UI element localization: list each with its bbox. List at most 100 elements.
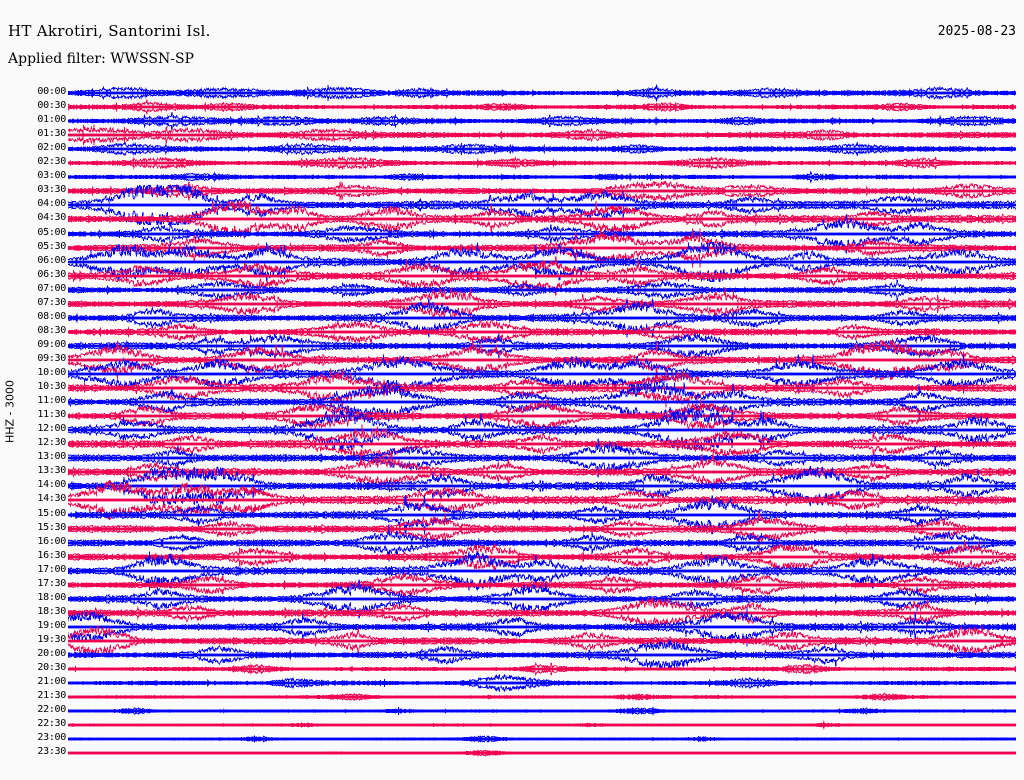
seismogram-plot: 00:00 00:30 01:00 01:30 02:00 02:30 03:00 03:30… xyxy=(0,78,1024,778)
trace-time-label: 19:30 xyxy=(37,633,66,645)
trace-waveform xyxy=(68,410,1016,451)
trace-row: 19:00 xyxy=(0,607,1024,647)
trace-row: 18:30 xyxy=(0,597,1024,629)
trace-waveform xyxy=(68,170,1016,184)
trace-row: 21:30 xyxy=(0,690,1024,704)
trace-waveform xyxy=(68,579,1016,619)
trace-waveform xyxy=(68,571,1016,599)
trace-waveform xyxy=(68,466,1016,507)
trace-waveform xyxy=(68,692,1016,702)
trace-time-label: 05:30 xyxy=(37,240,66,252)
trace-waveform xyxy=(68,480,1016,521)
trace-row: 02:00 xyxy=(0,142,1024,157)
trace-time-label: 04:30 xyxy=(37,212,66,224)
trace-waveform xyxy=(68,706,1016,717)
trace-time-label: 14:30 xyxy=(37,493,66,505)
trace-waveform xyxy=(68,597,1016,629)
trace-time-label: 01:00 xyxy=(37,114,66,126)
trace-waveform xyxy=(68,156,1016,171)
trace-row: 14:30 xyxy=(0,480,1024,521)
trace-time-label: 05:00 xyxy=(37,226,66,238)
trace-row: 03:00 xyxy=(0,170,1024,184)
trace-waveform xyxy=(68,424,1016,464)
trace-time-label: 10:00 xyxy=(37,367,66,378)
trace-waveform xyxy=(68,749,1016,757)
trace-time-label: 23:00 xyxy=(37,732,66,744)
trace-row: 13:00 xyxy=(0,438,1024,478)
trace-time-label: 16:00 xyxy=(37,535,66,547)
trace-waveform xyxy=(68,625,1016,657)
trace-row: 00:30 xyxy=(0,99,1024,115)
trace-time-label: 11:00 xyxy=(37,395,66,407)
trace-row: 10:30 xyxy=(0,368,1024,408)
trace-waveform xyxy=(68,720,1016,731)
trace-time-label: 00:30 xyxy=(37,100,66,112)
trace-time-label: 09:30 xyxy=(37,352,66,364)
trace-row: 23:00 xyxy=(0,732,1024,746)
trace-row: 03:30 xyxy=(0,180,1024,202)
trace-waveform xyxy=(68,673,1016,694)
trace-time-label: 12:30 xyxy=(37,437,66,449)
trace-time-label: 13:00 xyxy=(37,451,66,463)
trace-waveform xyxy=(68,510,1016,548)
trace-time-label: 14:00 xyxy=(37,479,66,491)
trace-time-label: 07:00 xyxy=(37,282,66,294)
trace-time-label: 07:30 xyxy=(37,296,66,308)
record-date: 2025-08-23 xyxy=(937,24,1016,39)
trace-row: 20:00 xyxy=(0,639,1024,671)
trace-row: 12:00 xyxy=(0,410,1024,451)
trace-time-label: 15:30 xyxy=(37,521,66,533)
trace-waveform xyxy=(68,539,1016,574)
trace-time-label: 21:00 xyxy=(37,676,66,688)
trace-row: 15:00 xyxy=(0,494,1024,535)
trace-row: 16:30 xyxy=(0,539,1024,574)
trace-row: 21:00 xyxy=(0,673,1024,694)
trace-row: 12:30 xyxy=(0,424,1024,464)
trace-time-label: 20:30 xyxy=(37,662,66,674)
trace-waveform xyxy=(68,99,1016,115)
trace-time-label: 08:00 xyxy=(37,310,66,322)
trace-row: 19:30 xyxy=(0,625,1024,657)
trace-time-label: 02:00 xyxy=(37,142,66,154)
trace-time-label: 10:30 xyxy=(37,381,66,393)
trace-waveform xyxy=(68,639,1016,671)
trace-time-label: 03:30 xyxy=(37,184,66,196)
trace-waveform xyxy=(68,661,1016,677)
trace-waveform xyxy=(68,287,1016,321)
station-title: HT Akrotiri, Santorini Isl. xyxy=(8,22,211,40)
trace-waveform xyxy=(68,84,1016,102)
trace-waveform xyxy=(68,213,1016,254)
trace-row: 22:30 xyxy=(0,718,1024,732)
trace-time-label: 00:00 xyxy=(37,86,66,97)
trace-time-label: 21:30 xyxy=(37,690,66,702)
trace-time-label: 06:00 xyxy=(37,254,66,266)
trace-time-label: 23:30 xyxy=(37,746,66,758)
trace-row: 05:30 xyxy=(0,227,1024,268)
trace-row: 15:30 xyxy=(0,510,1024,548)
trace-waveform xyxy=(68,180,1016,202)
trace-row: 00:00 xyxy=(0,84,1024,102)
trace-row: 16:00 xyxy=(0,524,1024,561)
trace-waveform xyxy=(68,438,1016,478)
trace-time-label: 11:30 xyxy=(37,409,66,421)
trace-time-label: 03:00 xyxy=(37,170,66,182)
applied-filter-label: Applied filter: WWSSN-SP xyxy=(8,51,194,67)
trace-time-label: 19:00 xyxy=(37,619,66,631)
trace-row: 05:00 xyxy=(0,213,1024,254)
trace-time-label: 18:00 xyxy=(37,591,66,603)
trace-row: 18:00 xyxy=(0,579,1024,619)
trace-row: 17:30 xyxy=(0,571,1024,599)
trace-waveform xyxy=(68,227,1016,268)
trace-time-label: 15:00 xyxy=(37,507,66,519)
trace-waveform xyxy=(68,607,1016,647)
trace-waveform xyxy=(68,735,1016,744)
trace-time-label: 22:00 xyxy=(37,704,66,716)
trace-row: 14:00 xyxy=(0,466,1024,507)
trace-row: 08:30 xyxy=(0,319,1024,345)
trace-waveform xyxy=(68,551,1016,591)
trace-waveform xyxy=(68,368,1016,408)
trace-row: 08:00 xyxy=(0,298,1024,338)
trace-time-label: 04:00 xyxy=(37,198,66,210)
trace-waveform xyxy=(68,112,1016,131)
trace-time-label: 13:30 xyxy=(37,465,66,477)
